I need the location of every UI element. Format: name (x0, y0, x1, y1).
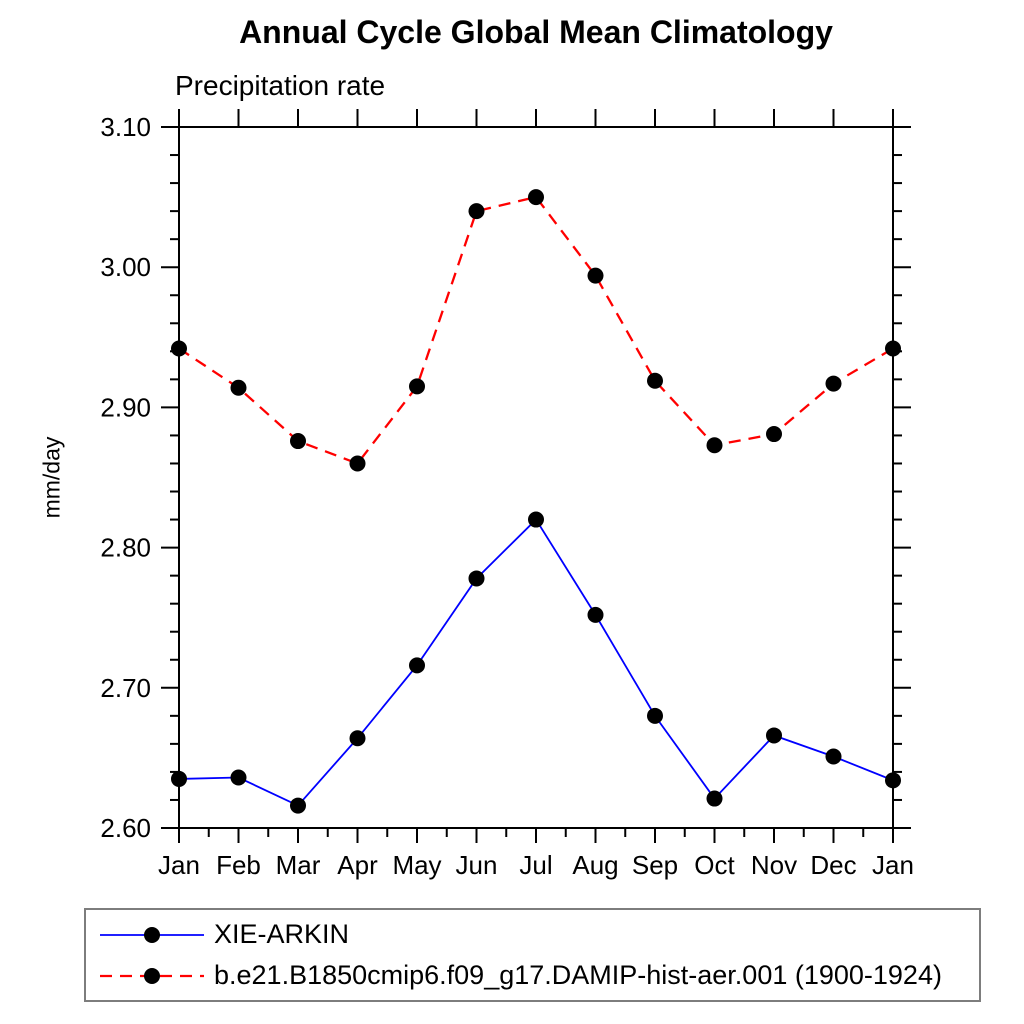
x-tick-label: Jan (872, 850, 914, 880)
plot-frame (178, 126, 894, 829)
data-point (468, 203, 485, 220)
legend-marker-dot (144, 967, 160, 984)
y-tick-label: 3.10 (100, 112, 151, 142)
x-tick-label: Feb (216, 850, 261, 880)
data-point (171, 770, 187, 787)
data-point (706, 790, 723, 807)
legend-label: XIE-ARKIN (214, 919, 350, 949)
data-point (647, 372, 663, 389)
legend-label: b.e21.B1850cmip6.f09_g17.DAMIP-hist-aer.… (214, 960, 942, 990)
legend-swatch-solid-line (100, 926, 204, 943)
legend-marker-dot (144, 926, 160, 943)
data-point (409, 657, 425, 674)
series-line-0 (178, 518, 894, 807)
x-tick-label: Jun (456, 850, 498, 880)
data-point (468, 570, 485, 587)
x-tick-label: Jan (158, 850, 200, 880)
y-tick-label: 2.90 (100, 392, 151, 422)
x-tick-label: Apr (337, 850, 378, 880)
data-point (587, 606, 604, 623)
data-point (825, 748, 842, 765)
data-point (230, 769, 247, 786)
series-line-1 (178, 195, 894, 465)
legend-swatch-dashed-line (100, 967, 204, 984)
x-tick-label: Aug (572, 850, 618, 880)
data-point (706, 437, 723, 454)
legend-box: XIE-ARKIN b.e21.B1850cmip6.f09_g17.DAMIP-… (84, 908, 981, 1002)
y-tick-label: 2.70 (100, 673, 151, 703)
data-point (290, 797, 306, 814)
x-tick-label: Mar (276, 850, 321, 880)
data-point (825, 375, 842, 392)
data-point (885, 772, 901, 789)
x-tick-label: Oct (694, 850, 735, 880)
data-point (587, 267, 604, 284)
y-tick-label: 2.80 (100, 533, 151, 563)
data-point (766, 426, 782, 443)
plot-subtitle: Precipitation rate (175, 70, 386, 101)
x-tick-label: Jul (519, 850, 552, 880)
data-point (349, 455, 366, 472)
data-point (349, 730, 366, 747)
legend-row: b.e21.B1850cmip6.f09_g17.DAMIP-hist-aer.… (96, 955, 979, 996)
data-point (766, 727, 782, 744)
data-point (171, 340, 187, 357)
data-point (528, 511, 544, 528)
y-tick-label: 3.00 (100, 252, 151, 282)
legend-row: XIE-ARKIN (96, 914, 979, 955)
y-tick-label: 2.60 (100, 813, 151, 843)
page-title: Annual Cycle Global Mean Climatology (239, 14, 833, 50)
data-point (647, 707, 663, 724)
x-tick-label: Dec (810, 850, 856, 880)
x-tick-label: Nov (751, 850, 797, 880)
data-point (528, 189, 544, 206)
data-point (230, 379, 247, 396)
data-point (290, 433, 306, 450)
data-point (409, 378, 425, 395)
x-tick-label: Sep (632, 850, 678, 880)
x-tick-label: May (392, 850, 441, 880)
data-point (885, 340, 901, 357)
